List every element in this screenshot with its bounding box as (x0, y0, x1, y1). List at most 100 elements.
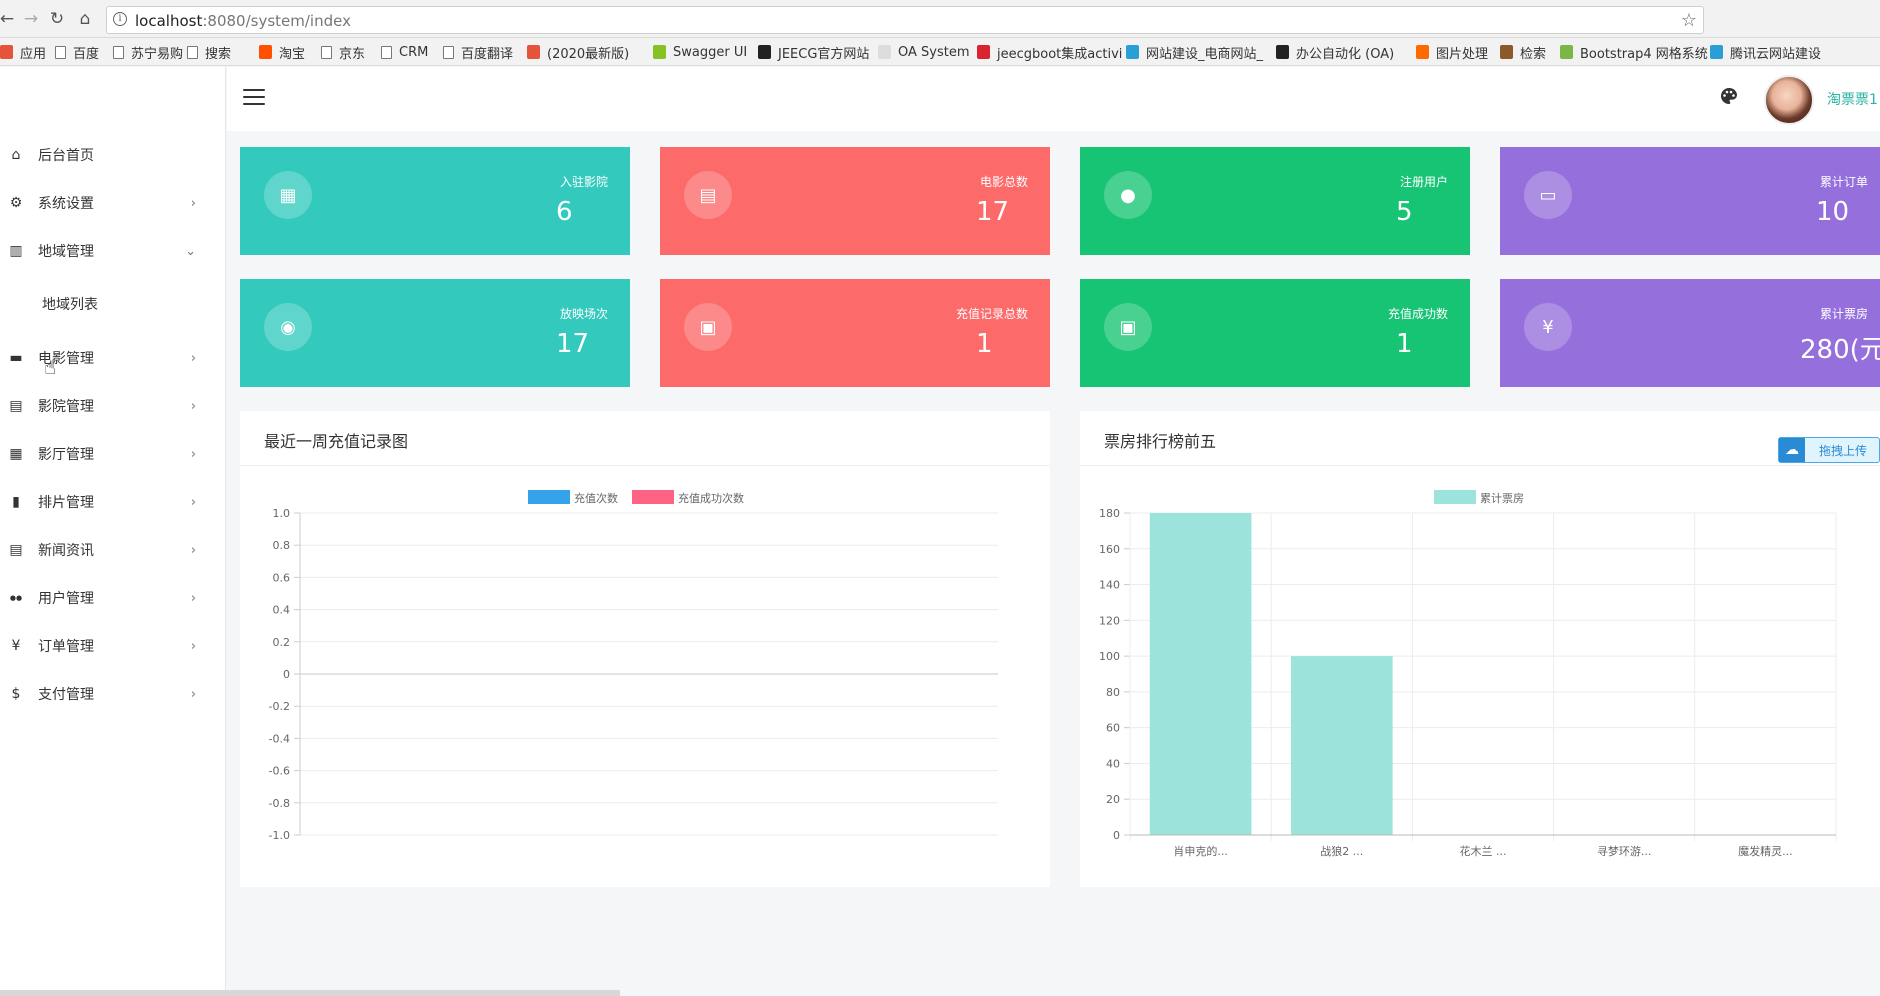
bookmark-star-icon[interactable]: ☆ (1680, 10, 1697, 31)
sidebar-item[interactable]: ▦ 影厅管理 › (0, 430, 226, 478)
bookmark-item[interactable]: CRM (381, 43, 428, 61)
legend-swatch (632, 490, 674, 504)
cloud-icon: ☁ (1779, 438, 1805, 462)
info-icon[interactable]: i (113, 12, 127, 26)
bookmark-favicon-icon (321, 45, 332, 59)
sidebar-item[interactable]: ▮ 排片管理 › (0, 478, 226, 526)
recharge-chart-panel: 最近一周充值记录图 充值次数 充值成功次数 1.0 0.8 0.6 0.4 0.2 0 -0.2… (240, 411, 1050, 887)
sidebar-item-label: 系统设置 (38, 196, 94, 212)
upload-badge[interactable]: ☁ 拖拽上传 (1778, 437, 1880, 463)
bookmark-item[interactable]: jeecgboot集成activi (977, 43, 1123, 62)
bookmark-label: 图片处理 (1436, 46, 1489, 62)
bookmark-item[interactable]: JEECG官方网站 (758, 43, 870, 62)
y-tick-label: -0.2 (269, 700, 290, 713)
sidebar-item[interactable]: ⚙ 系统设置 › (0, 179, 226, 227)
y-tick-label: 160 (1099, 543, 1120, 556)
palette-icon[interactable] (1720, 87, 1738, 110)
bookmark-item[interactable]: Bootstrap4 网格系统 (1560, 43, 1708, 62)
y-tick-label: 0 (283, 668, 290, 681)
bookmark-item[interactable]: 网站建设_电商网站_ (1126, 43, 1264, 62)
bookmark-item[interactable]: 百度翻译 (443, 43, 513, 62)
sidebar-item-label: 地域列表 (42, 297, 98, 313)
bookmark-item[interactable]: 苏宁易购 (113, 43, 184, 62)
bookmark-item[interactable]: OA System (878, 43, 970, 61)
bookmark-item[interactable]: 淘宝 (259, 43, 306, 62)
stat-value: 1 (976, 329, 993, 359)
bookmark-item[interactable]: 百度 (55, 43, 100, 62)
bookmark-item[interactable]: Swagger UI (653, 43, 747, 61)
sidebar-item-label: 电影管理 (38, 351, 94, 367)
sidebar-item[interactable]: $ 支付管理 › (0, 670, 226, 718)
bookmark-label: 百度 (73, 46, 100, 62)
bookmark-label: JEECG官方网站 (778, 46, 870, 62)
news-icon: ▤ (9, 542, 23, 558)
sidebar-item-label: 用户管理 (38, 591, 94, 607)
back-icon[interactable]: ← (0, 9, 15, 29)
bookmark-item[interactable]: 检索 (1500, 43, 1546, 62)
username[interactable]: 淘票票1 (1827, 92, 1878, 108)
clapperboard-icon: ▦ (264, 171, 312, 219)
bookmark-favicon-icon (527, 45, 540, 59)
bookmark-item[interactable]: 图片处理 (1416, 43, 1489, 62)
bookmark-label: 苏宁易购 (131, 46, 184, 62)
dollar-icon: $ (11, 686, 21, 702)
sidebar-item-label: 影院管理 (38, 399, 94, 415)
bookmark-label: 淘宝 (279, 46, 306, 62)
bookmark-item[interactable]: (2020最新版) (527, 43, 629, 62)
stat-card: ● 注册用户 5 (1080, 147, 1470, 255)
stat-value: 10 (1816, 197, 1850, 227)
panel-title: 票房排行榜前五 (1104, 432, 1217, 451)
chevron-icon: › (190, 446, 196, 462)
sidebar-item[interactable]: ▥ 地域管理 ⌄ (0, 227, 226, 275)
sidebar-item[interactable]: ▬ 电影管理 › (0, 334, 226, 382)
browser-toolbar: ← → ↻ ⌂ i localhost:8080/system/index ☆ (0, 0, 1880, 38)
sidebar-item[interactable]: ▤ 新闻资讯 › (0, 526, 226, 574)
money-icon: ▣ (1104, 303, 1152, 351)
y-tick-label: 0.6 (273, 571, 291, 584)
sidebar-item[interactable]: ⌂ 后台首页 (0, 131, 226, 179)
y-tick-label: 100 (1099, 650, 1120, 663)
address-bar[interactable]: i localhost:8080/system/index ☆ (106, 6, 1704, 34)
building-icon: ▦ (9, 446, 23, 462)
bookmark-label: 京东 (339, 46, 366, 62)
legend-swatch (528, 490, 570, 504)
sidebar-item[interactable]: ¥ 订单管理 › (0, 622, 226, 670)
chevron-icon: ⌄ (185, 243, 196, 259)
bookmark-item[interactable]: 京东 (321, 43, 366, 62)
stat-label: 充值记录总数 (955, 307, 1028, 321)
panel-title: 最近一周充值记录图 (264, 432, 409, 451)
sidebar-item[interactable]: 地域列表 (0, 280, 226, 328)
sidebar-item-label: 影厅管理 (38, 447, 94, 463)
chevron-icon: › (190, 398, 196, 414)
y-tick-label: 120 (1099, 614, 1120, 627)
home-icon: ⌂ (11, 147, 21, 163)
bookmark-label: CRM (399, 44, 429, 60)
legend-label: 累计票房 (1480, 492, 1524, 505)
sidebar-item[interactable]: ▤ 影院管理 › (0, 382, 226, 430)
y-tick-label: 180 (1099, 507, 1120, 520)
y-tick-label: 80 (1106, 686, 1120, 699)
bookmark-item[interactable]: 腾讯云网站建设 (1710, 43, 1822, 62)
menu-toggle-icon[interactable] (243, 89, 265, 105)
url-text: localhost:8080/system/index (135, 12, 351, 30)
stat-label: 充值成功数 (1387, 307, 1448, 321)
legend-label: 充值次数 (574, 491, 618, 505)
avatar[interactable] (1764, 75, 1814, 125)
sidebar-item-label: 支付管理 (38, 687, 94, 703)
home-browser-icon[interactable]: ⌂ (79, 9, 91, 29)
horizontal-scrollbar[interactable] (0, 990, 620, 996)
sidebar-item-label: 排片管理 (38, 495, 94, 511)
bookmark-label: 网站建设_电商网站_ (1146, 46, 1264, 62)
reload-icon[interactable]: ↻ (49, 9, 65, 29)
bookmark-item[interactable]: 办公自动化 (OA) (1276, 43, 1394, 62)
y-tick-label: 60 (1106, 722, 1120, 735)
chevron-icon: › (190, 350, 196, 366)
bookmark-item[interactable]: 搜索 (187, 43, 231, 62)
bookmark-label: 腾讯云网站建设 (1730, 46, 1822, 62)
bookmark-label: jeecgboot集成activi (997, 46, 1123, 62)
x-tick-label: 寻梦环游... (1597, 845, 1652, 858)
forward-icon[interactable]: → (23, 9, 39, 29)
sidebar-item[interactable]: ●● 用户管理 › (0, 574, 226, 622)
stat-card: ▣ 充值成功数 1 (1080, 279, 1470, 387)
bookmark-item[interactable]: 应用 (0, 43, 46, 62)
